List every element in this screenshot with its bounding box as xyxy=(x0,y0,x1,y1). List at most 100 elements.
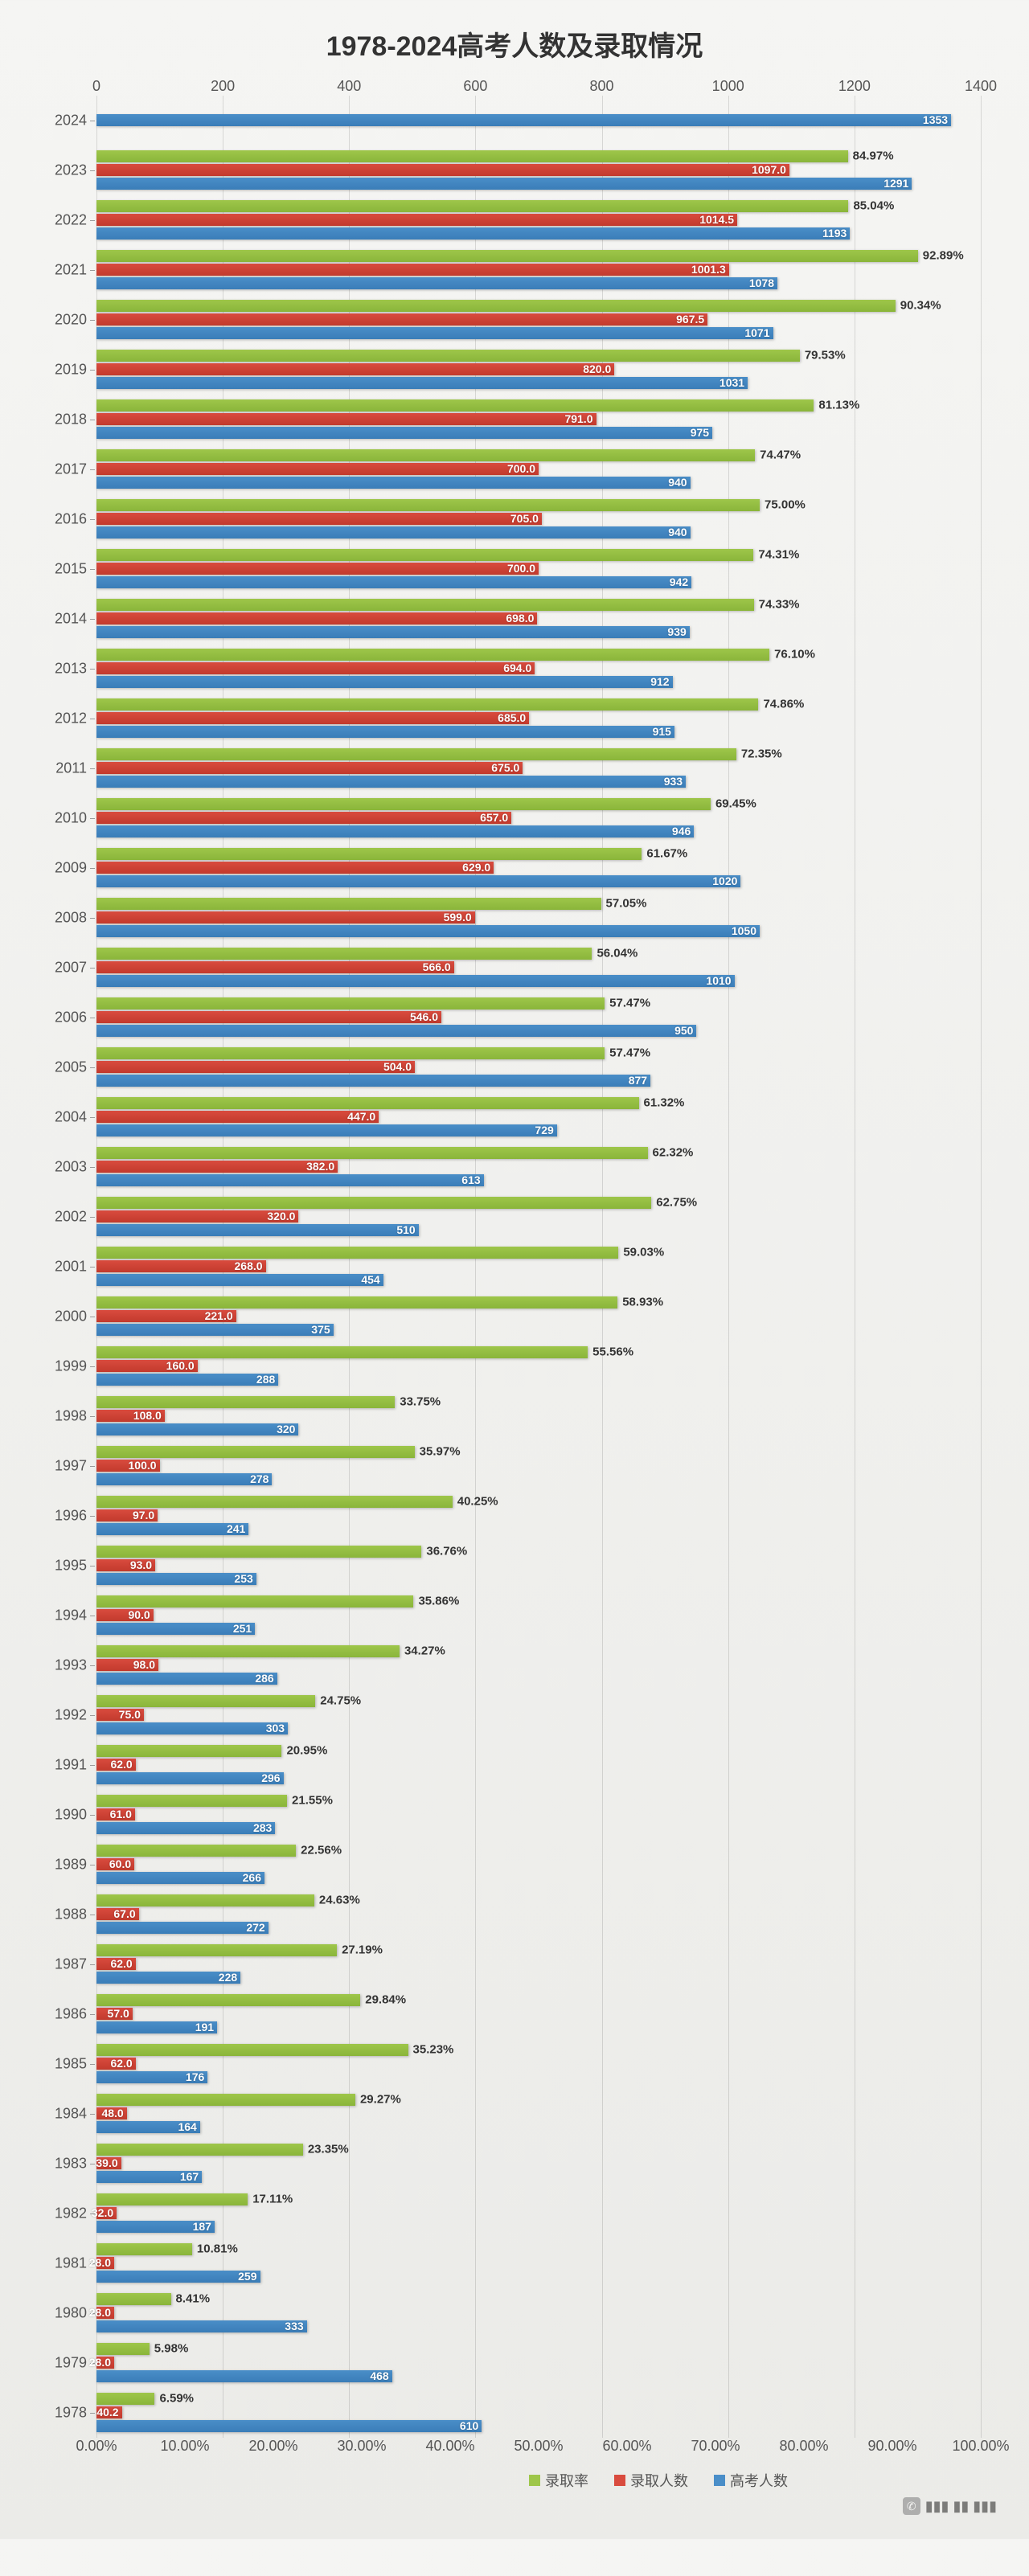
data-row: 201774.47%700.0940 xyxy=(96,444,981,494)
year-label: 1982 xyxy=(42,2205,87,2222)
data-row: 199120.95%62.0296 xyxy=(96,1740,981,1790)
rate-value-label: 10.81% xyxy=(197,2242,238,2256)
wechat-icon: ✆ xyxy=(903,2497,920,2515)
data-row: 201376.10%694.0912 xyxy=(96,644,981,694)
admitted-value-label: 705.0 xyxy=(510,512,539,525)
rate-bar: 58.93% xyxy=(96,1296,617,1308)
data-row: 200756.04%566.01010 xyxy=(96,943,981,993)
exam-value-label: 1291 xyxy=(883,177,908,190)
exam-value-label: 1078 xyxy=(749,276,774,289)
chart-container: 1978-2024高考人数及录取情况 020040060080010001200… xyxy=(0,0,1029,2539)
rate-value-label: 69.45% xyxy=(715,797,756,811)
year-label: 2018 xyxy=(42,412,87,428)
year-label: 2020 xyxy=(42,312,87,329)
exam-bar: 1353 xyxy=(96,114,951,126)
exam-bar: 940 xyxy=(96,477,691,489)
admitted-bar: 675.0 xyxy=(96,762,523,774)
data-row: 198217.11%32.0187 xyxy=(96,2189,981,2238)
y-tick xyxy=(90,669,95,670)
data-row: 199224.75%75.0303 xyxy=(96,1690,981,1740)
rate-value-label: 59.03% xyxy=(623,1246,664,1259)
gridline xyxy=(981,96,982,2438)
exam-bar: 164 xyxy=(96,2121,200,2133)
bottom-axis-tick: 10.00% xyxy=(160,2438,209,2455)
admitted-bar: 657.0 xyxy=(96,812,511,824)
admitted-bar: 100.0 xyxy=(96,1460,160,1472)
admitted-value-label: 108.0 xyxy=(133,1409,162,1422)
exam-value-label: 510 xyxy=(396,1223,415,1236)
exam-bar: 187 xyxy=(96,2221,215,2233)
admitted-value-label: 48.0 xyxy=(101,2107,123,2119)
admitted-value-label: 61.0 xyxy=(110,1808,132,1820)
year-label: 1981 xyxy=(42,2255,87,2272)
bottom-axis-tick: 80.00% xyxy=(779,2438,828,2455)
rate-bar: 79.53% xyxy=(96,350,800,362)
data-row: 201474.33%698.0939 xyxy=(96,594,981,644)
rate-bar: 27.19% xyxy=(96,1944,337,1956)
exam-value-label: 729 xyxy=(535,1124,553,1136)
exam-value-label: 191 xyxy=(195,2021,214,2033)
admitted-bar: 566.0 xyxy=(96,961,454,973)
admitted-value-label: 629.0 xyxy=(462,861,490,874)
data-row: 200362.32%382.0613 xyxy=(96,1142,981,1192)
rate-value-label: 61.32% xyxy=(644,1096,685,1110)
admitted-value-label: 694.0 xyxy=(503,661,531,674)
exam-bar: 942 xyxy=(96,576,691,588)
data-row: 20241353 xyxy=(96,96,981,145)
year-label: 1986 xyxy=(42,2006,87,2023)
rate-bar: 57.05% xyxy=(96,898,601,910)
year-label: 2005 xyxy=(42,1059,87,1076)
rate-value-label: 74.31% xyxy=(758,548,799,562)
year-label: 1997 xyxy=(42,1458,87,1475)
data-row: 199536.76%93.0253 xyxy=(96,1541,981,1591)
admitted-value-label: 382.0 xyxy=(306,1160,334,1173)
year-label: 2024 xyxy=(42,113,87,129)
year-label: 1985 xyxy=(42,2056,87,2073)
admitted-value-label: 698.0 xyxy=(506,612,534,625)
rate-value-label: 23.35% xyxy=(308,2143,349,2156)
data-row: 201172.35%675.0933 xyxy=(96,743,981,793)
admitted-value-label: 67.0 xyxy=(113,1907,135,1920)
rate-value-label: 57.05% xyxy=(606,897,647,911)
rate-value-label: 35.23% xyxy=(413,2043,454,2057)
legend-item-exam: 高考人数 xyxy=(714,2470,788,2491)
year-label: 2010 xyxy=(42,810,87,827)
rate-value-label: 35.97% xyxy=(420,1445,461,1459)
exam-value-label: 1020 xyxy=(712,874,737,887)
admitted-value-label: 57.0 xyxy=(108,2007,129,2020)
bottom-axis-tick: 50.00% xyxy=(514,2438,563,2455)
exam-bar: 251 xyxy=(96,1623,255,1635)
y-tick xyxy=(90,1117,95,1118)
exam-value-label: 975 xyxy=(691,426,709,439)
data-row: 198323.35%39.0167 xyxy=(96,2139,981,2189)
admitted-bar: 685.0 xyxy=(96,712,529,724)
admitted-value-label: 685.0 xyxy=(498,711,526,724)
exam-bar: 259 xyxy=(96,2271,260,2283)
admitted-value-label: 820.0 xyxy=(583,362,611,375)
rate-value-label: 24.75% xyxy=(320,1694,361,1708)
rate-bar: 6.59% xyxy=(96,2393,154,2405)
data-row: 199334.27%98.0286 xyxy=(96,1640,981,1690)
exam-value-label: 940 xyxy=(668,526,687,539)
exam-value-label: 303 xyxy=(266,1722,285,1734)
year-label: 2001 xyxy=(42,1259,87,1276)
exam-value-label: 912 xyxy=(650,675,669,688)
exam-bar: 375 xyxy=(96,1324,334,1336)
rate-bar: 22.56% xyxy=(96,1845,296,1857)
admitted-value-label: 320.0 xyxy=(267,1210,295,1222)
data-row: 199955.56%160.0288 xyxy=(96,1341,981,1391)
admitted-bar: 28.0 xyxy=(96,2307,114,2319)
exam-bar: 241 xyxy=(96,1523,248,1535)
legend-item-rate: 录取率 xyxy=(529,2470,588,2491)
y-tick xyxy=(90,170,95,171)
y-tick xyxy=(90,519,95,520)
exam-value-label: 176 xyxy=(186,2070,204,2083)
y-tick xyxy=(90,2413,95,2414)
data-row: 19808.41%28.0333 xyxy=(96,2288,981,2338)
rate-value-label: 75.00% xyxy=(765,498,806,512)
exam-value-label: 915 xyxy=(653,725,671,738)
exam-bar: 613 xyxy=(96,1174,484,1186)
rate-bar: 69.45% xyxy=(96,798,711,810)
admitted-bar: 698.0 xyxy=(96,612,537,625)
rate-bar: 57.47% xyxy=(96,1047,605,1059)
